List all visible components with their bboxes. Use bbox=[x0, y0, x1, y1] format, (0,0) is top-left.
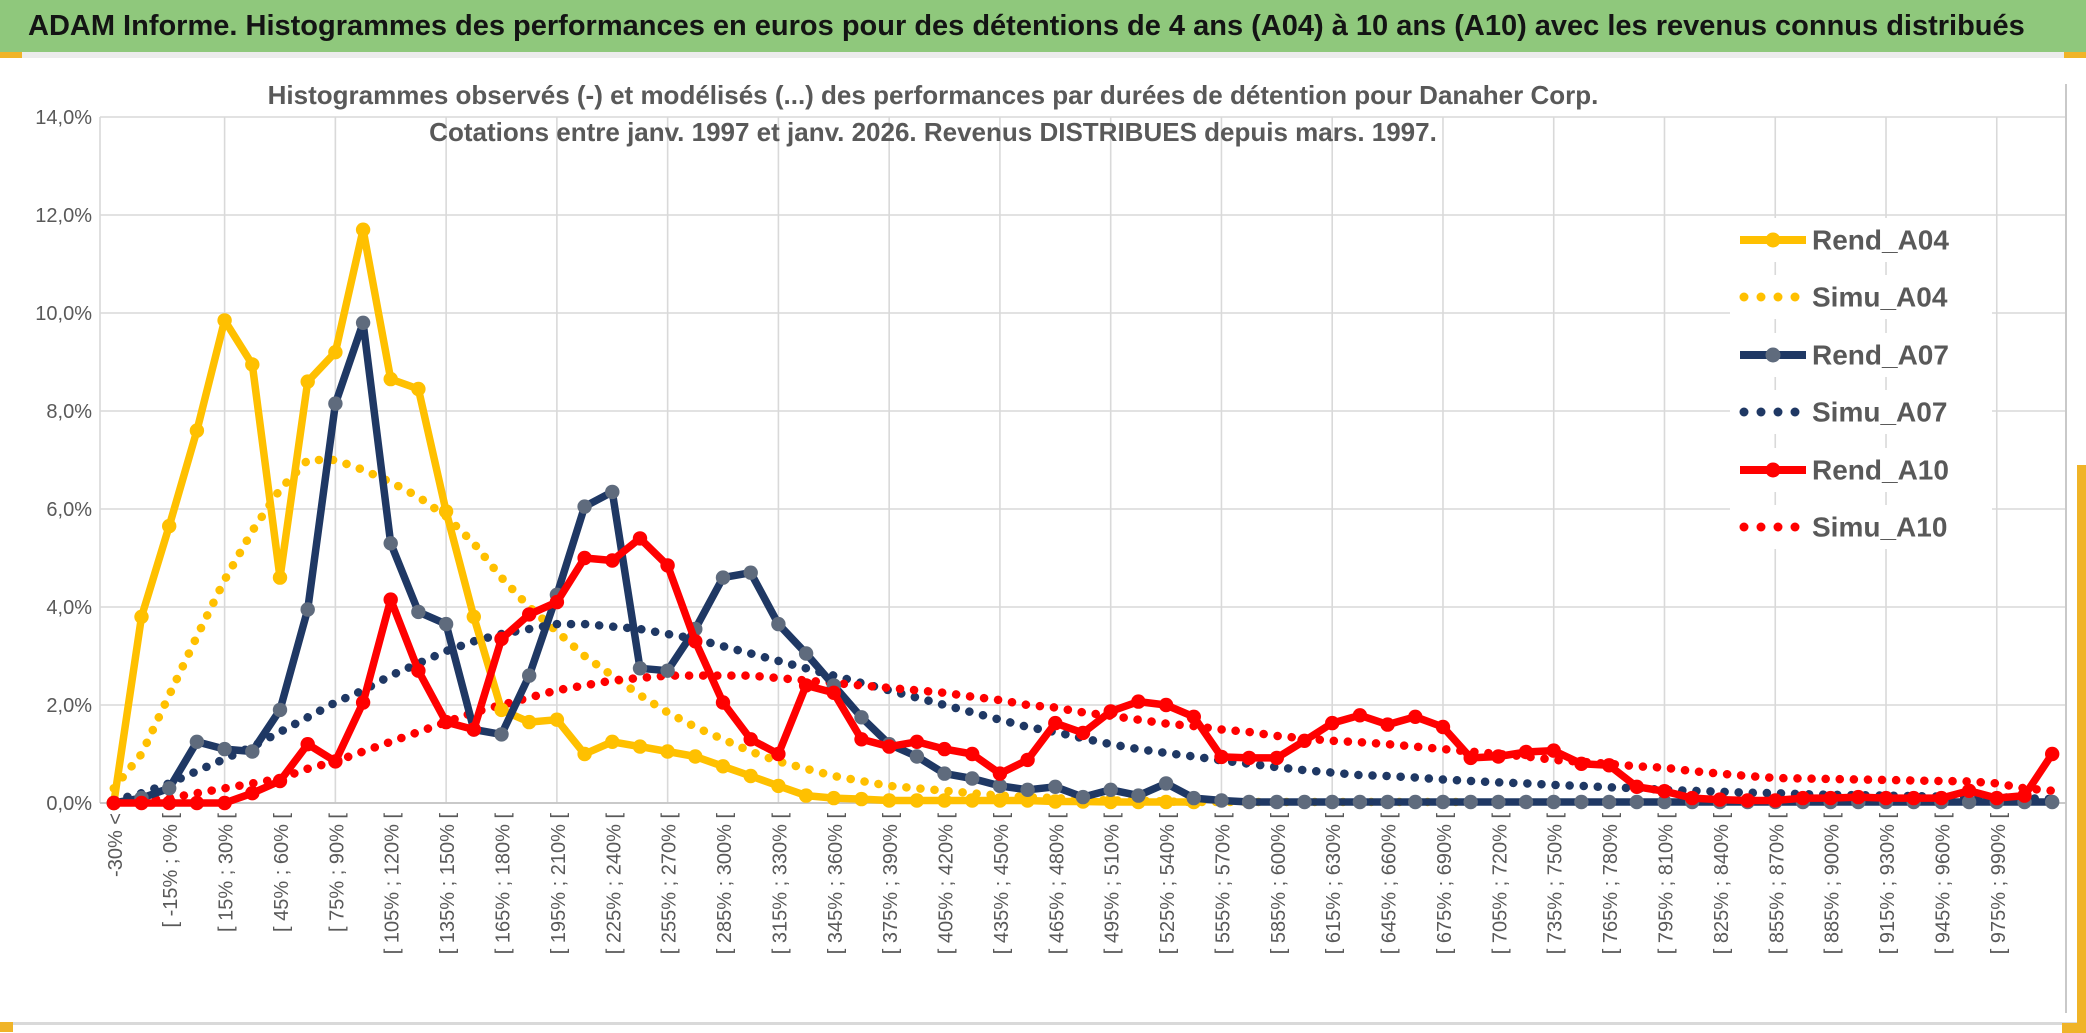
x-tick-label: [ 435% ; 450% [ bbox=[991, 813, 1013, 955]
legend-label: Rend_A04 bbox=[1812, 225, 1949, 256]
y-axis-labels: 0,0% 2,0% 4,0% 6,0% 8,0% 10,0% 12,0% 14,0% bbox=[35, 107, 92, 815]
legend-label: Simu_A04 bbox=[1812, 282, 1948, 313]
x-tick-label: [ 825% ; 840% [ bbox=[1711, 813, 1733, 955]
x-tick-label: [ 255% ; 270% [ bbox=[659, 813, 681, 955]
x-tick-label: [ 765% ; 780% [ bbox=[1600, 813, 1622, 955]
x-tick-label: [ 735% ; 750% [ bbox=[1545, 813, 1567, 955]
x-tick-label: [ 525% ; 540% [ bbox=[1157, 813, 1179, 955]
x-tick-label: [ 345% ; 360% [ bbox=[825, 813, 847, 955]
legend-item-rend-a04: Rend_A04 bbox=[1730, 218, 1992, 262]
header-accent-line bbox=[0, 52, 2086, 58]
legend-item-rend-a10: Rend_A10 bbox=[1730, 448, 1992, 492]
x-tick-label: [ 375% ; 390% [ bbox=[880, 813, 902, 955]
legend-item-simu-a10: Simu_A10 bbox=[1730, 505, 1992, 549]
x-tick-label: [ 45% ; 60% [ bbox=[271, 813, 293, 932]
plot-area: 0,0% 2,0% 4,0% 6,0% 8,0% 10,0% 12,0% 14,0% -30% … bbox=[35, 84, 2067, 1013]
series-Rend_A10 bbox=[106, 531, 2060, 811]
x-tick-label: [ 645% ; 660% [ bbox=[1379, 813, 1401, 955]
chart-title-line1: Histogrammes observés (-) et modélisés (… bbox=[268, 80, 1599, 110]
x-tick-label: [ 105% ; 120% [ bbox=[382, 813, 404, 955]
y-tick-label: 6,0% bbox=[46, 499, 92, 521]
x-tick-label: [ 675% ; 690% [ bbox=[1434, 813, 1456, 955]
chart-title-line2: Cotations entre janv. 1997 et janv. 2026… bbox=[429, 117, 1437, 147]
x-tick-label: [ 975% ; 990% [ bbox=[1988, 813, 2010, 955]
legend-item-simu-a07: Simu_A07 bbox=[1730, 390, 1992, 434]
x-tick-label: [ 135% ; 150% [ bbox=[437, 813, 459, 955]
page-title: ADAM Informe. Histogrammes des performan… bbox=[28, 9, 2025, 42]
x-tick-label: [ 615% ; 630% [ bbox=[1323, 813, 1345, 955]
x-tick-label: [ 885% ; 900% [ bbox=[1822, 813, 1844, 955]
x-axis-labels: -30% < [ -15% ; 0% [ [ 15% ; 30% [ [ 45% ; … bbox=[105, 813, 2010, 955]
x-tick-label: [ 945% ; 960% [ bbox=[1932, 813, 1954, 955]
x-tick-label: [ 75% ; 90% [ bbox=[326, 813, 348, 932]
legend-label: Rend_A10 bbox=[1812, 455, 1949, 486]
x-tick-label: [ 15% ; 30% [ bbox=[216, 813, 238, 932]
x-tick-label: [ 705% ; 720% [ bbox=[1489, 813, 1511, 955]
legend-item-simu-a04: Simu_A04 bbox=[1730, 275, 1992, 319]
right-border-accent bbox=[2077, 465, 2086, 1033]
y-tick-label: 2,0% bbox=[46, 695, 92, 717]
series-Simu_A10 bbox=[109, 671, 2057, 808]
y-tick-label: 12,0% bbox=[35, 205, 92, 227]
y-tick-label: 10,0% bbox=[35, 303, 92, 325]
x-tick-label: [ 555% ; 570% [ bbox=[1212, 813, 1234, 955]
bottom-right-accent bbox=[2062, 1023, 2086, 1033]
x-tick-label: [ 165% ; 180% [ bbox=[493, 813, 515, 955]
x-tick-label: [ 405% ; 420% [ bbox=[936, 813, 958, 955]
x-tick-label: [ 495% ; 510% [ bbox=[1102, 813, 1124, 955]
x-tick-label: [ 585% ; 600% [ bbox=[1268, 813, 1290, 955]
x-tick-label: [ 795% ; 810% [ bbox=[1655, 813, 1677, 955]
y-tick-label: 14,0% bbox=[35, 107, 92, 129]
x-tick-label: [ 195% ; 210% [ bbox=[548, 813, 570, 955]
legend: Rend_A04 Simu_A04 Rend_A07 bbox=[1730, 218, 1992, 549]
bottom-left-accent bbox=[0, 1022, 13, 1032]
legend-label: Rend_A07 bbox=[1812, 340, 1949, 371]
accent-square-left bbox=[0, 52, 22, 58]
series-Rend_A04 bbox=[106, 222, 1202, 811]
x-tick-label: [ 315% ; 330% [ bbox=[769, 813, 791, 955]
legend-label: Simu_A07 bbox=[1812, 397, 1947, 428]
y-tick-label: 8,0% bbox=[46, 401, 92, 423]
x-tick-label: [ 855% ; 870% [ bbox=[1766, 813, 1788, 955]
x-tick-label: [ 225% ; 240% [ bbox=[603, 813, 625, 955]
x-tick-label: -30% < bbox=[105, 813, 127, 877]
y-tick-label: 4,0% bbox=[46, 597, 92, 619]
x-tick-label: [ 285% ; 300% [ bbox=[714, 813, 736, 955]
x-tick-label: [ 915% ; 930% [ bbox=[1877, 813, 1899, 955]
bottom-border-line bbox=[0, 1022, 2086, 1025]
header-bar: ADAM Informe. Histogrammes des performan… bbox=[0, 0, 2086, 52]
legend-label: Simu_A10 bbox=[1812, 512, 1947, 543]
accent-square-right bbox=[2064, 52, 2086, 58]
x-tick-label: [ 465% ; 480% [ bbox=[1046, 813, 1068, 955]
legend-item-rend-a07: Rend_A07 bbox=[1730, 333, 1992, 377]
x-tick-label: [ -15% ; 0% [ bbox=[160, 813, 182, 928]
y-tick-label: 0,0% bbox=[46, 793, 92, 815]
